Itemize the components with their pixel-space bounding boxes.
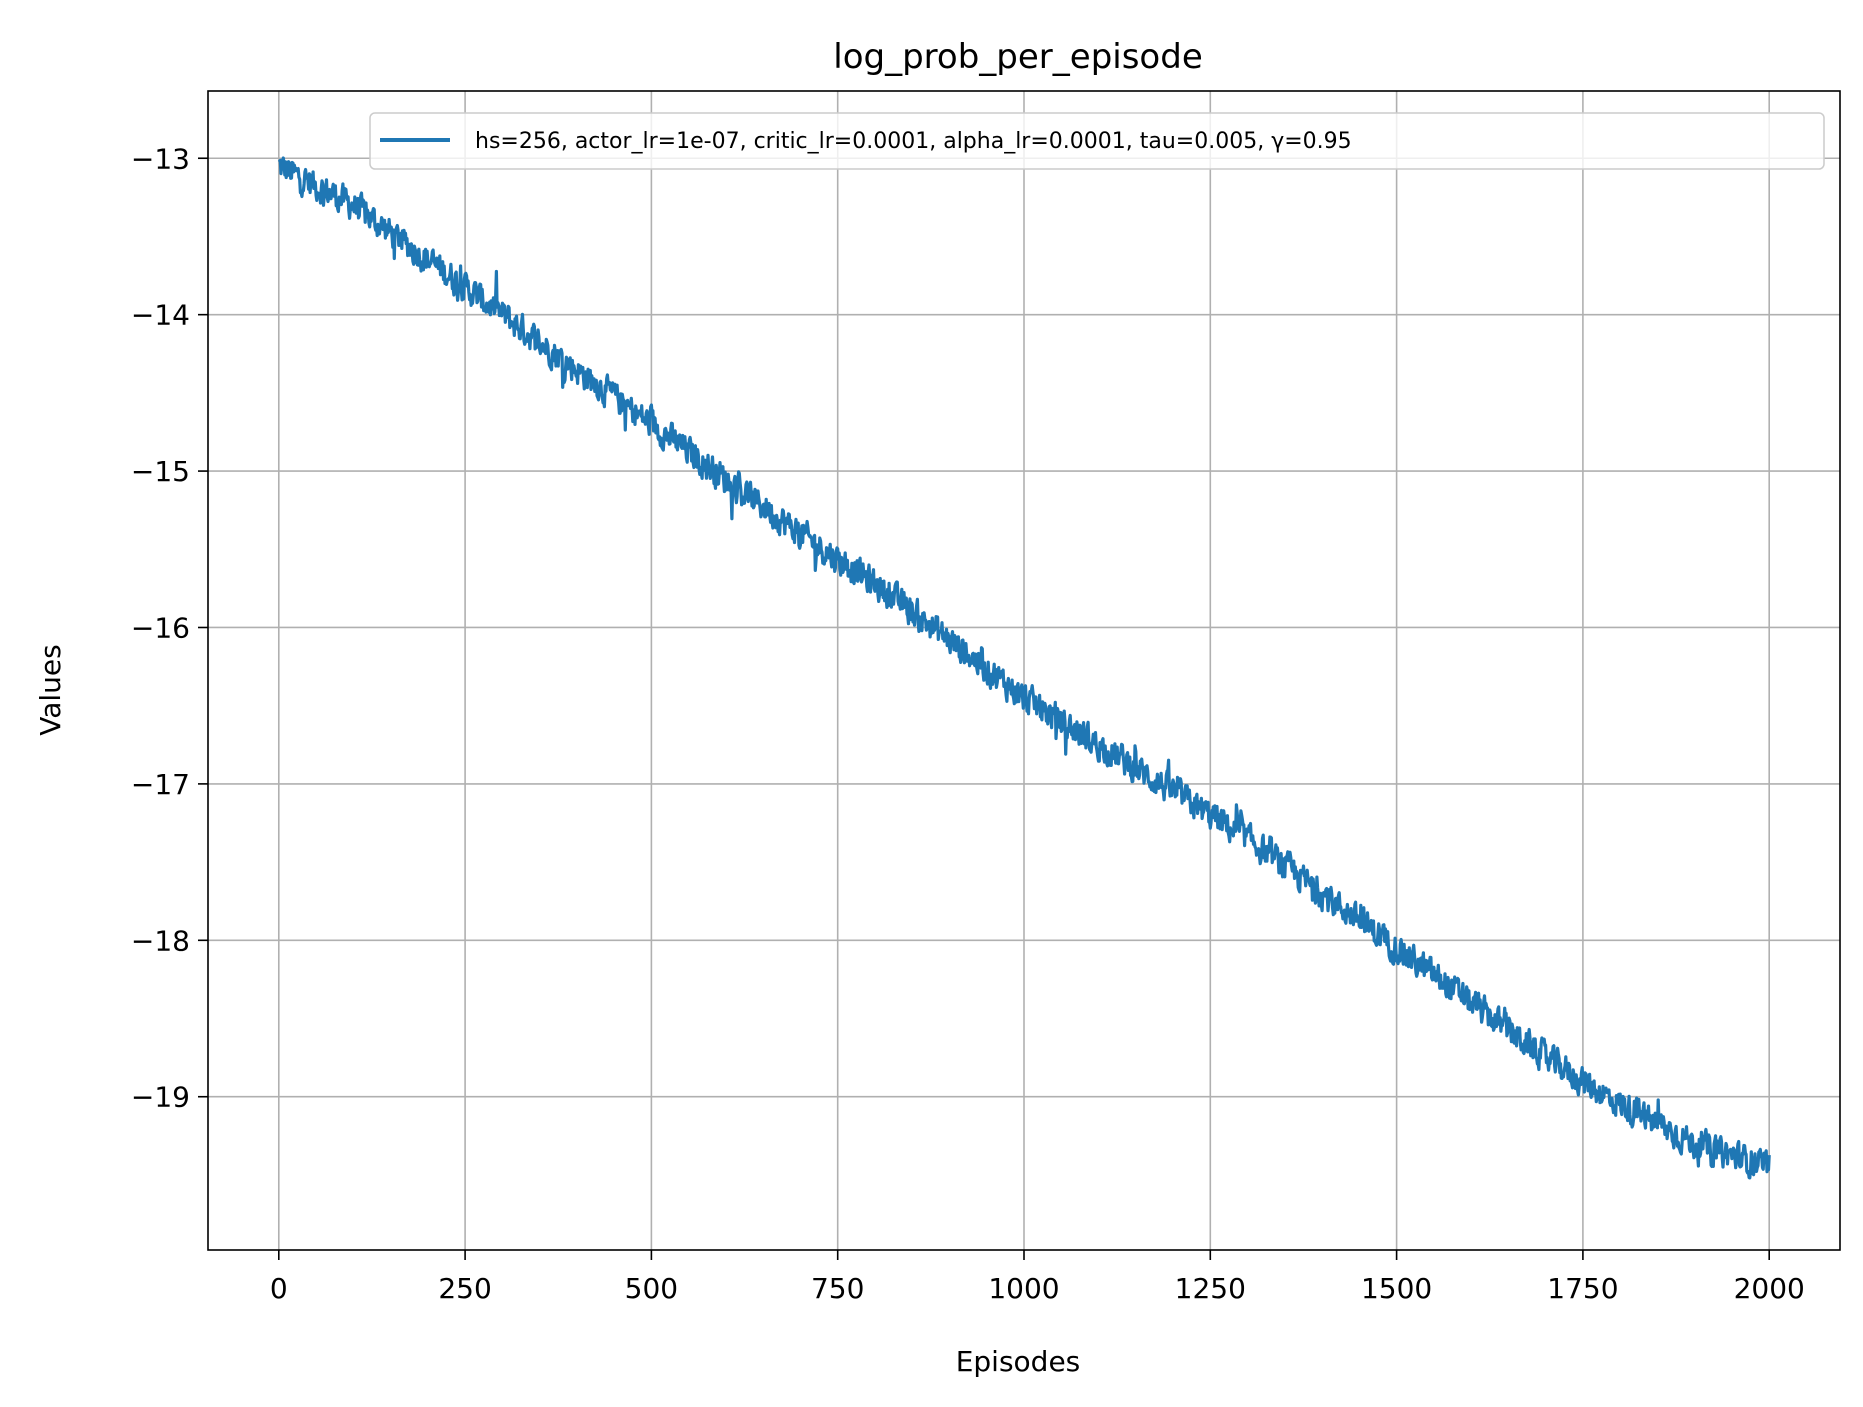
- x-tick-label: 1250: [1175, 1272, 1246, 1305]
- x-tick-label: 0: [270, 1272, 288, 1305]
- legend-label: hs=256, actor_lr=1e-07, critic_lr=0.0001…: [475, 129, 1352, 154]
- x-tick-label: 250: [438, 1272, 491, 1305]
- legend-box: [369, 112, 1825, 170]
- x-tick-label: 2000: [1734, 1272, 1805, 1305]
- y-tick-label: −16: [131, 611, 190, 644]
- x-tick-label: 1750: [1547, 1272, 1618, 1305]
- x-tick-label: 500: [625, 1272, 678, 1305]
- y-tick-label: −17: [131, 768, 190, 801]
- y-tick-label: −15: [131, 455, 190, 488]
- y-tick-label: −18: [131, 924, 190, 957]
- y-tick-label: −19: [131, 1081, 190, 1114]
- y-axis: −13 −14 −15 −16 −17 −18 −19: [131, 142, 208, 1114]
- series-line: [277, 156, 1771, 1180]
- x-tick-label: 1500: [1361, 1272, 1432, 1305]
- x-tick-label: 750: [811, 1272, 864, 1305]
- x-tick-label: 1000: [988, 1272, 1059, 1305]
- x-axis-label: Episodes: [956, 1345, 1081, 1378]
- y-axis-label: Values: [34, 644, 67, 735]
- series-layer: [277, 156, 1771, 1180]
- x-axis: 0 250 500 750 1000 1250 1500 1750 2000: [270, 1250, 1805, 1305]
- chart-title: log_prob_per_episode: [833, 37, 1202, 77]
- y-tick-label: −14: [131, 299, 190, 332]
- y-tick-label: −13: [131, 142, 190, 175]
- legend: hs=256, actor_lr=1e-07, critic_lr=0.0001…: [369, 112, 1825, 170]
